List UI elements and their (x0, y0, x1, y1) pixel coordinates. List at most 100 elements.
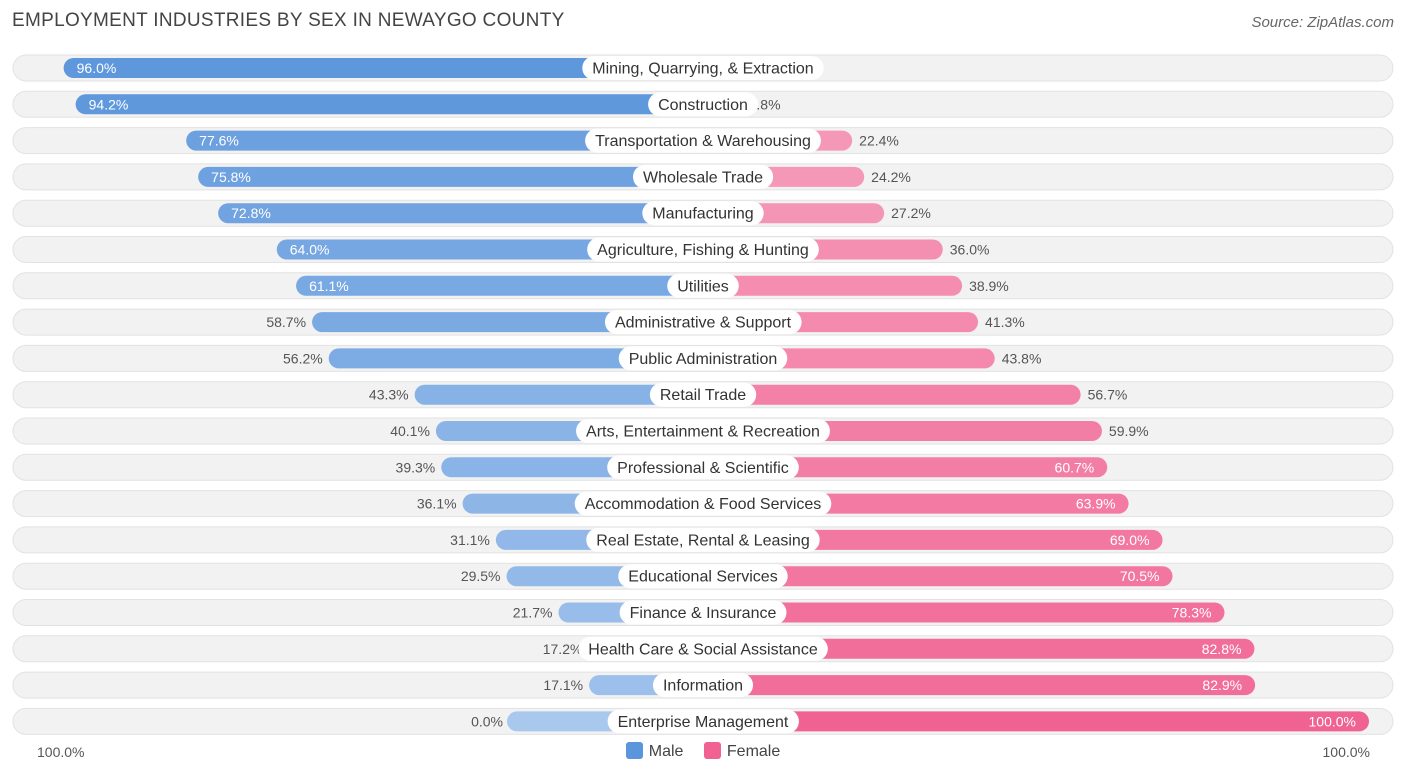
legend-label-female: Female (726, 743, 781, 760)
category-label-pill (618, 564, 788, 589)
category-label-pill (649, 382, 757, 407)
value-label-male: 43.3% (369, 387, 409, 403)
category-label-pill (632, 164, 774, 189)
bar-male (63, 58, 703, 78)
category-label: Manufacturing (652, 206, 753, 223)
bar-male (186, 130, 703, 151)
bar-female (703, 384, 1081, 405)
value-label-female: 63.9% (1076, 496, 1116, 512)
bar-female (703, 566, 1173, 587)
legend-item-female[interactable]: Female (703, 742, 781, 761)
axis-right-label: 100.0% (1322, 744, 1370, 760)
value-label-male: 94.2% (89, 96, 129, 112)
bar-male (75, 94, 704, 115)
bar-female (703, 711, 1369, 732)
value-label-female: 36.0% (950, 242, 990, 258)
legend: Male Female (0, 742, 1406, 761)
category-label-pill (574, 491, 832, 516)
bar-male (328, 348, 703, 369)
value-label-female: 69.0% (1110, 532, 1150, 548)
category-label-pill (667, 273, 739, 298)
category-label: Information (663, 678, 743, 695)
bar-male (218, 203, 704, 224)
category-label: Finance & Insurance (630, 605, 777, 622)
value-label-female: 70.5% (1120, 568, 1160, 584)
value-label-female: 82.9% (1202, 677, 1242, 693)
legend-swatch-female (703, 742, 721, 759)
value-label-female: 60.7% (1055, 459, 1095, 475)
category-label: Administrative & Support (615, 315, 792, 332)
value-label-female: 41.3% (985, 314, 1025, 330)
legend-label-male: Male (648, 743, 684, 760)
category-label-pill (582, 56, 824, 80)
value-label-male: 75.8% (211, 169, 251, 185)
value-label-male: 29.5% (461, 568, 501, 584)
value-label-male: 31.1% (450, 532, 490, 548)
bar-female (703, 275, 963, 296)
value-label-female: 82.8% (1202, 641, 1242, 657)
legend-item-male[interactable]: Male (625, 742, 684, 761)
category-label: Enterprise Management (618, 714, 789, 731)
category-label-pill (585, 128, 821, 153)
value-label-male: 0.0% (471, 713, 503, 729)
category-label-pill (642, 201, 764, 226)
category-label: Accommodation & Food Services (585, 496, 822, 513)
source-credit: Source: ZipAtlas.com (1251, 14, 1394, 31)
category-label: Health Care & Social Assistance (588, 641, 818, 658)
category-label: Public Administration (629, 351, 778, 368)
value-label-male: 39.3% (396, 459, 436, 475)
value-label-male: 17.2% (543, 641, 583, 657)
value-label-female: 24.2% (871, 169, 911, 185)
bar-male (198, 166, 703, 187)
value-label-male: 77.6% (199, 133, 239, 149)
value-label-male: 64.0% (290, 242, 330, 258)
value-label-female: 100.0% (1309, 713, 1356, 729)
bar-male (296, 275, 703, 296)
category-label: Transportation & Warehousing (595, 133, 811, 150)
category-label: Retail Trade (660, 387, 746, 404)
category-label-pill (607, 709, 799, 734)
value-label-female: 59.9% (1109, 423, 1149, 439)
category-label-pill (586, 527, 820, 552)
axis-left-label: 100.0% (37, 744, 85, 760)
category-label: Arts, Entertainment & Recreation (586, 424, 820, 441)
value-label-female: 78.3% (1172, 605, 1212, 621)
value-label-female: 38.9% (969, 278, 1009, 294)
category-label: Professional & Scientific (617, 460, 789, 477)
category-label-pill (604, 310, 802, 335)
category-label: Real Estate, Rental & Leasing (596, 532, 809, 549)
value-label-female: 22.4% (859, 133, 899, 149)
category-label: Mining, Quarrying, & Extraction (592, 61, 813, 78)
value-label-male: 56.2% (283, 350, 323, 366)
bar-female (703, 457, 1108, 478)
bar-chart: 96.0%4.0%Mining, Quarrying, & Extraction… (12, 54, 1394, 735)
value-label-female: 43.8% (1002, 350, 1042, 366)
value-label-male: 72.8% (231, 205, 271, 221)
bar-male (312, 312, 703, 333)
category-label-pill (652, 673, 754, 698)
value-label-female: 56.7% (1088, 387, 1128, 403)
category-label-pill (648, 92, 758, 117)
value-label-male: 61.1% (309, 278, 349, 294)
category-label-pill (607, 455, 799, 480)
bar-female (703, 638, 1255, 659)
value-label-male: 36.1% (417, 496, 457, 512)
bar-male (414, 384, 703, 405)
category-label-pill (618, 346, 788, 371)
value-label-male: 17.1% (543, 677, 583, 693)
chart-title: EMPLOYMENT INDUSTRIES BY SEX IN NEWAYGO … (12, 10, 565, 31)
category-label-pill (587, 237, 819, 262)
category-label: Wholesale Trade (643, 169, 763, 186)
bar-female (703, 602, 1225, 623)
category-label-pill (619, 600, 787, 625)
value-label-male: 58.7% (266, 314, 306, 330)
value-label-female: 27.2% (891, 205, 931, 221)
value-label-male: 21.7% (513, 605, 553, 621)
category-label: Construction (658, 97, 748, 114)
category-label-pill (576, 419, 830, 443)
value-label-male: 96.0% (77, 60, 117, 76)
category-label: Utilities (677, 278, 729, 295)
value-label-male: 40.1% (390, 423, 430, 439)
category-label: Agriculture, Fishing & Hunting (597, 242, 809, 259)
category-label-pill (578, 636, 828, 661)
